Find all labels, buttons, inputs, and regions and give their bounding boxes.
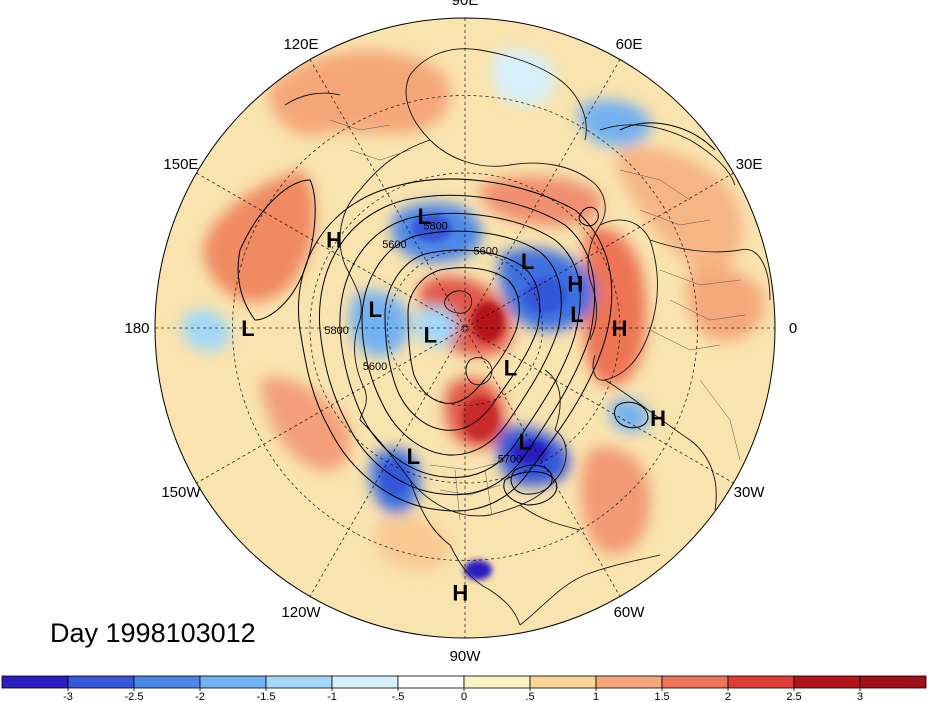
map-boundary	[154, 17, 776, 639]
longitude-label: 90E	[452, 0, 479, 9]
warm-anomaly-subtropics	[375, 516, 450, 570]
cool-anomaly-dateline	[181, 310, 231, 351]
date-label: Day 1998103012	[50, 618, 256, 648]
anomaly-field	[155, 18, 775, 638]
coastlines	[284, 48, 771, 626]
longitude-label: 30E	[736, 156, 763, 173]
cool-anomaly-ural	[578, 100, 651, 147]
colorbar-box	[529, 675, 597, 689]
warm-anomaly-pacific	[203, 170, 315, 302]
longitude-label: 180	[124, 320, 149, 337]
high-pressure-marker: H	[612, 316, 628, 341]
contour-value-labels: 5800 5600 5600 5800 5600 5700	[324, 220, 522, 465]
contour-label: 5700	[498, 454, 522, 466]
longitude-label: 60W	[614, 604, 646, 621]
colorbar-box	[67, 675, 135, 689]
longitude-labels: 90E 60E 30E 0 30W 60W 90W 120W 150W 180 150E 120E	[124, 0, 797, 665]
colorbar-box	[727, 675, 795, 689]
cool-anomaly-arctic-ocean	[415, 305, 458, 347]
polar-stereographic-map: 90E 60E 30E 0 30W 60W 90W 120W 150W 180 150E 120E L…	[124, 0, 797, 665]
low-pressure-marker: L	[521, 249, 534, 274]
colorbar-boxes	[1, 675, 927, 689]
colorbar: -3 -2.5 -2 -1.5 -1 -.5 0 .5 1 1.5 2 2.5 3	[1, 675, 927, 702]
longitude-label: 30W	[734, 484, 766, 501]
warm-anomaly-atlantic	[580, 447, 651, 554]
graticule	[155, 18, 775, 638]
longitude-label: 120W	[281, 604, 321, 621]
colorbar-tick-label: 1.5	[654, 691, 669, 702]
colorbar-tick-label: -.5	[392, 691, 405, 702]
low-pressure-marker: L	[519, 429, 532, 454]
colorbar-tick-label: 0	[461, 691, 467, 702]
colorbar-tick-label: -1.5	[257, 691, 276, 702]
colorbar-tick-label: 1	[593, 691, 599, 702]
warm-anomaly-russia	[480, 176, 602, 226]
warm-anomaly-central-asia	[686, 266, 765, 341]
low-pressure-marker: L	[368, 297, 381, 322]
longitude-label: 150W	[161, 484, 201, 501]
colorbar-tick-label: 2	[725, 691, 731, 702]
warm-anomaly-ne-pacific	[260, 377, 351, 471]
colorbar-box	[265, 675, 333, 689]
colorbar-ticks: -3 -2.5 -2 -1.5 -1 -.5 0 .5 1 1.5 2 2.5 3	[63, 688, 863, 702]
longitude-label: 150E	[163, 156, 198, 173]
colorbar-box	[397, 675, 465, 689]
colorbar-tick-label: -2.5	[125, 691, 144, 702]
high-pressure-marker: H	[567, 271, 583, 296]
contour-label: 5600	[474, 246, 498, 258]
colorbar-tick-label: -3	[63, 691, 73, 702]
longitude-label: 60E	[616, 36, 643, 53]
low-pressure-marker: L	[424, 323, 437, 348]
low-pressure-marker: L	[241, 316, 254, 341]
contour-label: 5600	[382, 239, 406, 251]
contour-label: 5600	[363, 361, 387, 373]
colorbar-box	[199, 675, 267, 689]
high-pressure-marker: H	[326, 228, 342, 253]
warm-anomaly-asia-north	[269, 50, 451, 136]
cool-anomaly-asia	[492, 49, 556, 105]
low-pressure-marker: L	[407, 444, 420, 469]
warm-anomaly-europe	[583, 227, 647, 386]
contour-label: 5800	[324, 325, 348, 337]
colorbar-box	[661, 675, 729, 689]
colorbar-tick-label: .5	[525, 691, 534, 702]
colorbar-box	[793, 675, 861, 689]
colorbar-tick-label: -1	[327, 691, 337, 702]
colorbar-box	[331, 675, 399, 689]
colorbar-box	[463, 675, 531, 689]
colorbar-tick-label: 2.5	[786, 691, 801, 702]
low-pressure-marker: L	[504, 356, 517, 381]
country-borders	[329, 119, 746, 521]
colorbar-box	[595, 675, 663, 689]
longitude-label: 120E	[283, 36, 318, 53]
high-pressure-marker: H	[452, 581, 468, 606]
high-pressure-marker: H	[650, 406, 666, 431]
longitude-label: 0	[789, 320, 797, 337]
longitude-label: 90W	[450, 648, 482, 665]
colorbar-box	[1, 675, 69, 689]
colorbar-box	[859, 675, 927, 689]
cool-anomaly-bering	[350, 291, 411, 356]
contour-label: 5800	[423, 220, 447, 232]
warm-anomaly-asia-east	[616, 146, 743, 271]
colorbar-box	[133, 675, 201, 689]
colorbar-tick-label: 3	[857, 691, 863, 702]
colorbar-tick-label: -2	[195, 691, 205, 702]
height-contours	[237, 122, 716, 512]
low-pressure-marker: L	[570, 302, 583, 327]
low-pressure-marker: L	[418, 204, 431, 229]
